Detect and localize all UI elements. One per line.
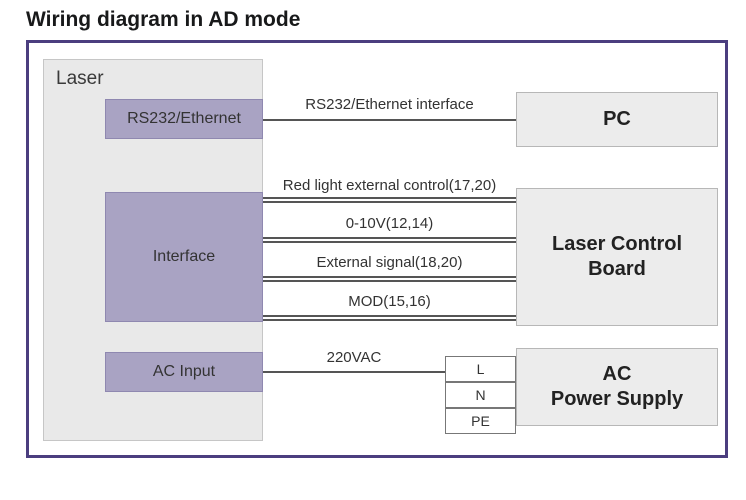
- box-acps-label: AC Power Supply: [551, 362, 683, 412]
- port-acinput: AC Input: [105, 352, 263, 392]
- box-lcb-label: Laser Control Board: [552, 232, 682, 282]
- wire-v010: [263, 237, 516, 243]
- wire-rs232: [263, 119, 516, 121]
- wire-redlight-label: Red light external control(17,20): [263, 177, 516, 194]
- box-lcb: Laser Control Board: [516, 188, 718, 326]
- wire-rs232-label: RS232/Ethernet interface: [263, 96, 516, 113]
- port-interface-label: Interface: [153, 248, 215, 266]
- wire-ext-label: External signal(18,20): [263, 254, 516, 271]
- wire-ac-label: 220VAC: [263, 349, 445, 366]
- wire-v010-label: 0-10V(12,14): [263, 215, 516, 232]
- terminal-N: N: [445, 382, 516, 408]
- terminal-PE: PE: [445, 408, 516, 434]
- wire-mod-label: MOD(15,16): [263, 293, 516, 310]
- terminal-L: L: [445, 356, 516, 382]
- port-acinput-label: AC Input: [153, 363, 215, 381]
- terminal-N-label: N: [475, 387, 485, 403]
- port-rs232: RS232/Ethernet: [105, 99, 263, 139]
- diagram-title: Wiring diagram in AD mode: [26, 8, 300, 32]
- wire-redlight: [263, 197, 516, 203]
- box-pc: PC: [516, 92, 718, 147]
- wire-ac: [263, 371, 445, 373]
- terminal-L-label: L: [477, 361, 485, 377]
- box-acps: AC Power Supply: [516, 348, 718, 426]
- laser-label: Laser: [56, 68, 104, 90]
- terminal-PE-label: PE: [471, 413, 490, 429]
- port-rs232-label: RS232/Ethernet: [127, 110, 241, 128]
- wire-mod: [263, 315, 516, 321]
- port-interface: Interface: [105, 192, 263, 322]
- wire-ext: [263, 276, 516, 282]
- box-pc-label: PC: [603, 107, 631, 132]
